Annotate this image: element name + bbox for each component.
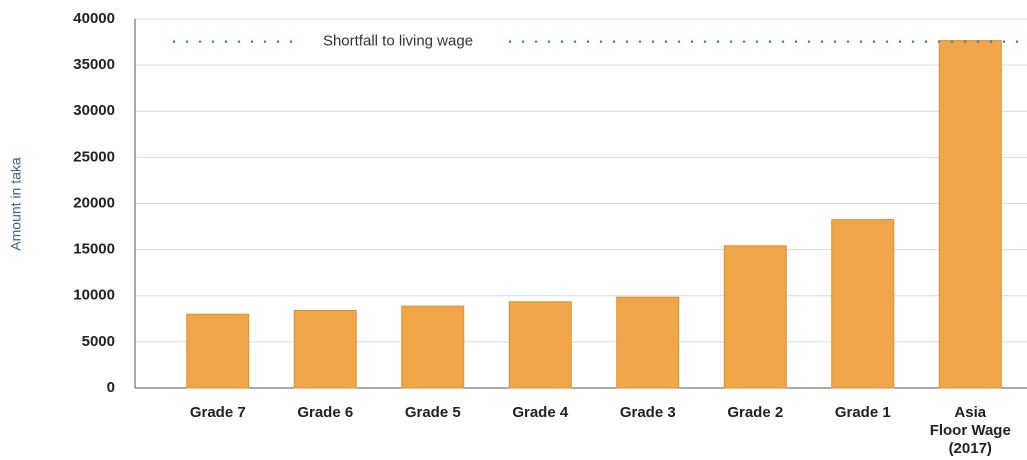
y-axis-label: Amount in taka	[8, 157, 24, 251]
bar	[401, 305, 465, 389]
y-tick-label: 0	[107, 379, 115, 396]
bar	[831, 219, 895, 389]
y-tick-label: 25000	[73, 148, 115, 165]
bar	[508, 301, 572, 389]
y-tick-label: 10000	[73, 287, 115, 304]
x-tick-label: Grade 7	[190, 404, 246, 421]
x-tick-label: Grade 6	[297, 404, 353, 421]
y-tick-label: 15000	[73, 241, 115, 258]
y-tick-label: 35000	[73, 56, 115, 73]
x-tick-label: Grade 2	[727, 404, 783, 421]
bar	[293, 309, 357, 389]
x-tick-label: Asia Floor Wage (2017)	[930, 404, 1011, 457]
annotation: Shortfall to living wage	[323, 33, 473, 50]
x-tick-label: Grade 5	[405, 404, 461, 421]
y-tick-label: 5000	[82, 333, 115, 350]
x-tick-label: Grade 3	[620, 404, 676, 421]
bar	[938, 40, 1002, 389]
bar	[186, 313, 250, 389]
y-tick-label: 20000	[73, 194, 115, 211]
bar	[723, 245, 787, 389]
x-tick-label: Grade 1	[835, 404, 891, 421]
x-tick-label: Grade 4	[512, 404, 569, 421]
y-tick-label: 30000	[73, 102, 115, 119]
y-tick-label: 40000	[73, 10, 115, 27]
bar	[616, 296, 680, 389]
